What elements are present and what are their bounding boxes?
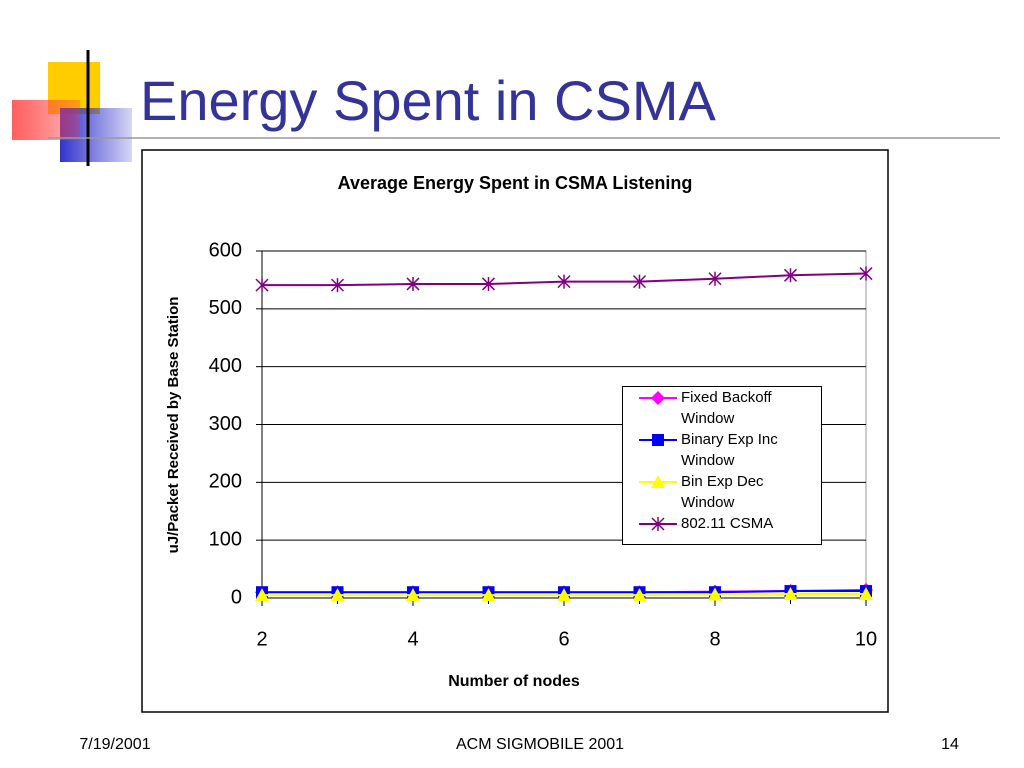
marker-asterisk xyxy=(330,278,345,293)
marker-triangle xyxy=(406,588,420,602)
marker-asterisk xyxy=(481,276,496,291)
legend-entry: Bin Exp Dec Window xyxy=(637,471,821,513)
y-tick-label: 600 xyxy=(209,239,242,261)
footer-page: 14 xyxy=(941,736,959,753)
legend-label: 802.11 CSMA xyxy=(681,515,774,532)
marker-triangle xyxy=(859,586,873,600)
marker-triangle xyxy=(708,587,722,601)
y-tick-label: 200 xyxy=(209,471,242,493)
marker-triangle xyxy=(783,586,798,600)
y-tick-label: 500 xyxy=(209,297,242,319)
legend-label: Binary Exp Inc Window xyxy=(681,431,778,469)
marker-asterisk xyxy=(406,276,420,291)
marker-triangle xyxy=(557,588,571,602)
marker-triangle xyxy=(481,588,496,602)
marker-asterisk xyxy=(255,278,269,293)
legend-entry: 802.11 CSMA xyxy=(637,513,821,534)
y-tick-label: 300 xyxy=(209,413,242,435)
footer-date: 7/19/2001 xyxy=(79,736,150,753)
marker-asterisk xyxy=(651,517,665,531)
marker-triangle xyxy=(651,475,665,488)
legend-swatch xyxy=(639,475,677,488)
x-tick-label: 6 xyxy=(558,628,569,650)
marker-asterisk xyxy=(708,271,722,286)
marker-asterisk xyxy=(557,274,571,289)
legend-swatch xyxy=(639,391,677,405)
deco-red xyxy=(12,100,80,140)
y-tick-label: 100 xyxy=(209,528,242,550)
x-tick-label: 4 xyxy=(407,628,418,650)
marker-asterisk xyxy=(783,268,798,283)
marker-square xyxy=(652,434,664,446)
slide-title: Energy Spent in CSMA xyxy=(140,69,716,132)
legend-entry: Binary Exp Inc Window xyxy=(637,429,821,471)
x-tick-label: 8 xyxy=(709,628,720,650)
y-tick-label: 0 xyxy=(231,586,242,608)
marker-triangle xyxy=(255,588,269,602)
legend-entry: Fixed Backoff Window xyxy=(637,387,821,429)
y-tick-label: 400 xyxy=(209,355,242,377)
legend-label: Fixed Backoff Window xyxy=(681,389,772,427)
marker-asterisk xyxy=(632,274,647,289)
marker-triangle xyxy=(632,588,647,602)
legend: Fixed Backoff Window Binary Exp Inc Windo… xyxy=(622,386,822,545)
marker-triangle xyxy=(330,588,345,602)
legend-label: Bin Exp Dec Window xyxy=(681,473,764,511)
x-axis-label: Number of nodes xyxy=(448,673,580,690)
x-tick-label: 2 xyxy=(256,628,267,650)
footer-venue: ACM SIGMOBILE 2001 xyxy=(456,736,624,753)
marker-asterisk xyxy=(859,266,873,281)
y-axis-label: uJ/Packet Received by Base Station xyxy=(165,297,182,554)
legend-swatch xyxy=(639,517,677,531)
marker-diamond xyxy=(651,391,665,405)
x-tick-label: 10 xyxy=(855,628,877,650)
legend-swatch xyxy=(639,434,677,446)
chart-title: Average Energy Spent in CSMA Listening xyxy=(338,173,693,193)
